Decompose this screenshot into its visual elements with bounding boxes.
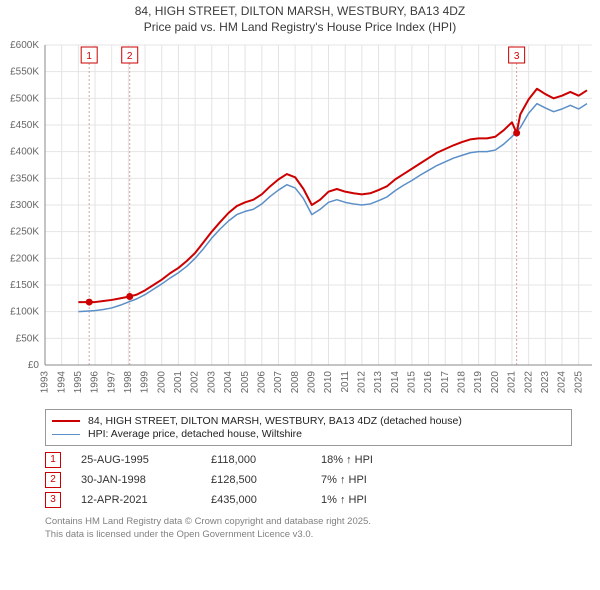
svg-text:2008: 2008 xyxy=(290,371,301,394)
legend-item: HPI: Average price, detached house, Wilt… xyxy=(52,428,565,440)
chart-title: 84, HIGH STREET, DILTON MARSH, WESTBURY,… xyxy=(0,0,600,35)
svg-text:2011: 2011 xyxy=(340,371,351,393)
marker-number-box: 3 xyxy=(45,492,61,508)
legend-item: 84, HIGH STREET, DILTON MARSH, WESTBURY,… xyxy=(52,415,565,427)
svg-text:2024: 2024 xyxy=(557,371,568,394)
svg-text:2000: 2000 xyxy=(156,371,167,394)
svg-text:2020: 2020 xyxy=(490,371,501,394)
svg-text:3: 3 xyxy=(514,51,520,62)
svg-text:2005: 2005 xyxy=(240,371,251,394)
svg-text:1: 1 xyxy=(86,51,92,62)
legend-label: HPI: Average price, detached house, Wilt… xyxy=(88,428,302,440)
svg-text:£200K: £200K xyxy=(10,254,39,265)
svg-text:2017: 2017 xyxy=(440,371,451,394)
marker-date: 30-JAN-1998 xyxy=(81,474,211,486)
svg-text:£50K: £50K xyxy=(16,334,40,345)
footer-line1: Contains HM Land Registry data © Crown c… xyxy=(45,516,600,528)
legend-swatch xyxy=(52,434,80,435)
svg-text:2025: 2025 xyxy=(573,371,584,394)
svg-text:1999: 1999 xyxy=(140,371,151,394)
chart-area: £0 £50K £100K £150K £200K £250K £300K £350K £400… xyxy=(0,35,600,405)
svg-text:2: 2 xyxy=(127,51,133,62)
svg-text:2013: 2013 xyxy=(373,371,384,394)
marker-pct: 7% ↑ HPI xyxy=(321,474,421,486)
svg-text:£500K: £500K xyxy=(10,94,39,105)
svg-text:2010: 2010 xyxy=(323,371,334,394)
svg-text:£600K: £600K xyxy=(10,40,39,51)
svg-text:2006: 2006 xyxy=(256,371,267,394)
footer-line2: This data is licensed under the Open Gov… xyxy=(45,529,600,541)
chart-svg: £0 £50K £100K £150K £200K £250K £300K £350K £400… xyxy=(0,35,600,405)
svg-text:£350K: £350K xyxy=(10,174,39,185)
marker-row: 3 12-APR-2021£435,0001% ↑ HPI xyxy=(45,492,600,508)
marker-number-box: 2 xyxy=(45,472,61,488)
svg-text:2016: 2016 xyxy=(423,371,434,394)
svg-text:2021: 2021 xyxy=(507,371,518,394)
svg-text:2019: 2019 xyxy=(473,371,484,394)
marker-table: 1 25-AUG-1995£118,00018% ↑ HPI 2 30-JAN-199… xyxy=(45,452,600,508)
svg-text:2007: 2007 xyxy=(273,371,284,394)
svg-text:1998: 1998 xyxy=(123,371,134,394)
svg-text:2018: 2018 xyxy=(457,371,468,394)
legend-label: 84, HIGH STREET, DILTON MARSH, WESTBURY,… xyxy=(88,415,462,427)
svg-text:£150K: £150K xyxy=(10,280,39,291)
svg-text:2003: 2003 xyxy=(206,371,217,394)
legend: 84, HIGH STREET, DILTON MARSH, WESTBURY,… xyxy=(45,409,572,446)
svg-text:2022: 2022 xyxy=(523,371,534,394)
svg-text:£400K: £400K xyxy=(10,147,39,158)
marker-price: £128,500 xyxy=(211,474,321,486)
svg-text:£550K: £550K xyxy=(10,67,39,78)
svg-text:1993: 1993 xyxy=(40,371,51,394)
svg-text:£0: £0 xyxy=(28,360,40,371)
svg-text:2004: 2004 xyxy=(223,371,234,394)
marker-date: 25-AUG-1995 xyxy=(81,454,211,466)
svg-text:2015: 2015 xyxy=(407,371,418,394)
marker-number-box: 1 xyxy=(45,452,61,468)
legend-swatch xyxy=(52,420,80,422)
svg-text:£300K: £300K xyxy=(10,200,39,211)
svg-text:1996: 1996 xyxy=(90,371,101,394)
svg-text:£450K: £450K xyxy=(10,120,39,131)
marker-pct: 1% ↑ HPI xyxy=(321,494,421,506)
svg-text:2023: 2023 xyxy=(540,371,551,394)
footer-attribution: Contains HM Land Registry data © Crown c… xyxy=(45,516,600,541)
marker-pct: 18% ↑ HPI xyxy=(321,454,421,466)
svg-text:£250K: £250K xyxy=(10,227,39,238)
svg-text:£100K: £100K xyxy=(10,307,39,318)
marker-date: 12-APR-2021 xyxy=(81,494,211,506)
svg-text:2001: 2001 xyxy=(173,371,184,394)
marker-row: 1 25-AUG-1995£118,00018% ↑ HPI xyxy=(45,452,600,468)
svg-text:1994: 1994 xyxy=(56,371,67,394)
svg-text:2012: 2012 xyxy=(357,371,368,394)
svg-text:2002: 2002 xyxy=(190,371,201,394)
title-line1: 84, HIGH STREET, DILTON MARSH, WESTBURY,… xyxy=(0,4,600,20)
svg-text:1995: 1995 xyxy=(73,371,84,394)
marker-price: £435,000 xyxy=(211,494,321,506)
marker-row: 2 30-JAN-1998£128,5007% ↑ HPI xyxy=(45,472,600,488)
svg-text:2009: 2009 xyxy=(306,371,317,394)
svg-text:1997: 1997 xyxy=(106,371,117,394)
svg-text:2014: 2014 xyxy=(390,371,401,394)
marker-price: £118,000 xyxy=(211,454,321,466)
title-line2: Price paid vs. HM Land Registry's House … xyxy=(0,20,600,36)
